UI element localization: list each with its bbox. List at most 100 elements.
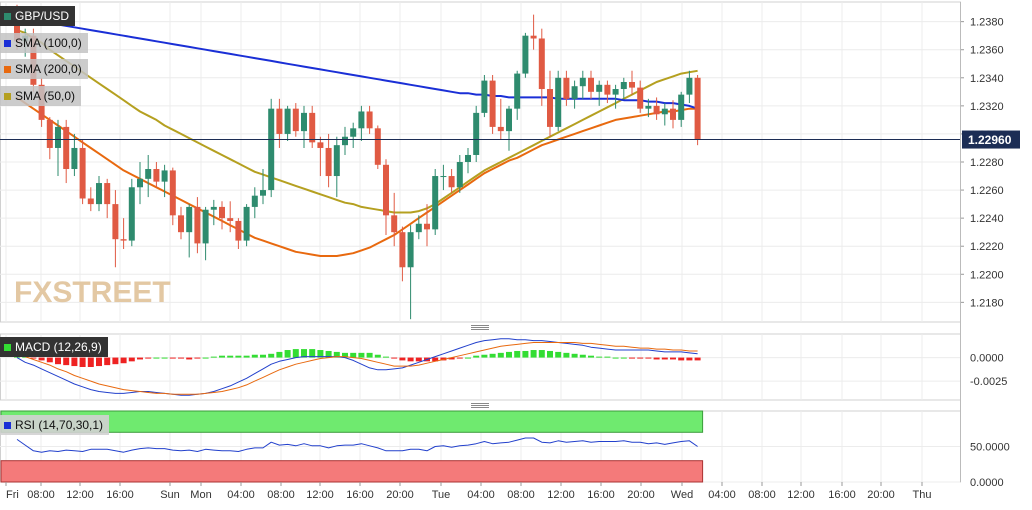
sma50-label[interactable]: SMA (50,0) <box>0 86 82 106</box>
y-tick-label: 1.2280 <box>970 157 1004 169</box>
candle <box>366 105 373 134</box>
candle-body <box>637 87 644 109</box>
macd-bar <box>284 350 291 358</box>
candle-body <box>489 80 496 127</box>
sma200-label[interactable]: SMA (200,0) <box>0 59 88 79</box>
macd-bar <box>653 357 660 360</box>
candle <box>399 226 406 282</box>
candle <box>358 105 365 141</box>
candle-body <box>268 108 275 191</box>
macd-bar <box>670 357 676 360</box>
candle <box>653 97 660 120</box>
macd-bar <box>514 350 521 358</box>
candle <box>350 122 357 148</box>
candle-body <box>194 206 201 244</box>
y-tick-label: 1.2320 <box>970 101 1004 113</box>
candle-body <box>342 136 348 146</box>
candle-body <box>547 89 553 127</box>
candles <box>14 4 701 320</box>
symbol-label[interactable]: GBP/USD <box>0 6 76 26</box>
macd-bar <box>538 350 545 358</box>
x-tick-label: Mon <box>190 489 211 501</box>
candle-body <box>251 195 258 207</box>
macd-bar <box>374 354 381 358</box>
macd-bar <box>604 356 611 358</box>
candle-body <box>374 128 381 165</box>
candle-body <box>653 105 660 115</box>
macd-bar <box>309 349 316 358</box>
macd-bar <box>415 357 422 362</box>
macd-bar <box>350 352 357 358</box>
x-tick-label: 08:00 <box>507 489 535 501</box>
x-tick-label: 12:00 <box>547 489 575 501</box>
macd-bar <box>391 357 398 359</box>
candle-body <box>210 206 217 210</box>
macd-bar <box>448 357 455 360</box>
macd-bar <box>55 357 61 365</box>
macd-histogram <box>14 349 701 367</box>
rsi-swatch <box>4 422 11 429</box>
candle-body <box>325 147 332 177</box>
macd-bar <box>620 357 627 359</box>
sma200-text: SMA (200,0) <box>15 62 82 76</box>
macd-bar <box>63 357 70 366</box>
candle-body <box>670 108 676 120</box>
candle-body <box>137 178 143 188</box>
macd-bar <box>571 353 578 358</box>
candle <box>637 80 644 113</box>
candle-body <box>620 82 627 90</box>
candle <box>620 77 627 99</box>
candle <box>145 154 152 198</box>
macd-bar <box>497 352 504 358</box>
macd-y-tick-label: 0.0000 <box>970 353 1004 365</box>
candle-body <box>571 86 578 99</box>
y-tick-label: 1.2260 <box>970 185 1004 197</box>
candle <box>71 133 78 177</box>
candle-body <box>153 169 160 182</box>
candle <box>555 70 562 132</box>
macd-bar <box>333 351 340 358</box>
candle-body <box>407 232 414 268</box>
candle-body <box>629 82 635 88</box>
candle-body <box>686 77 693 95</box>
separator-macd-handle[interactable] <box>471 325 489 330</box>
candle <box>686 70 693 104</box>
candle-body <box>128 187 135 241</box>
candle <box>415 215 422 240</box>
y-tick-label: 1.2220 <box>970 241 1004 253</box>
candle <box>440 164 447 191</box>
macd-bar <box>629 357 635 359</box>
macd-label[interactable]: MACD (12,26,9) <box>0 337 108 357</box>
candle <box>489 74 496 134</box>
candle-body <box>14 24 20 42</box>
rsi-y-tick-label: 50.0000 <box>970 442 1010 454</box>
candle-body <box>645 105 652 109</box>
macd-bar <box>342 352 348 358</box>
candle-body <box>350 128 357 137</box>
macd-bar <box>30 357 37 359</box>
macd-bar <box>637 357 644 359</box>
candle <box>547 70 553 137</box>
candle-body <box>219 206 225 219</box>
separator-rsi-handle[interactable] <box>471 403 489 408</box>
rsi-label[interactable]: RSI (14,70,30,1) <box>0 415 110 435</box>
x-tick-label: Sun <box>160 489 180 501</box>
x-tick-label: 04:00 <box>227 489 255 501</box>
macd-bar <box>38 357 45 361</box>
macd-bar <box>358 352 365 358</box>
candle <box>694 74 701 146</box>
x-tick-label: 04:00 <box>467 489 495 501</box>
candle-body <box>202 209 209 244</box>
candle-body <box>169 170 176 216</box>
candle <box>497 98 504 140</box>
symbol-swatch <box>4 13 11 20</box>
y-tick-label: 1.2180 <box>970 297 1004 309</box>
macd-bar <box>112 357 119 365</box>
sma50-swatch <box>4 93 11 100</box>
macd-bar <box>686 357 693 361</box>
macd-bar <box>153 357 160 359</box>
macd-bar <box>530 350 537 358</box>
sma100-label[interactable]: SMA (100,0) <box>0 33 88 53</box>
